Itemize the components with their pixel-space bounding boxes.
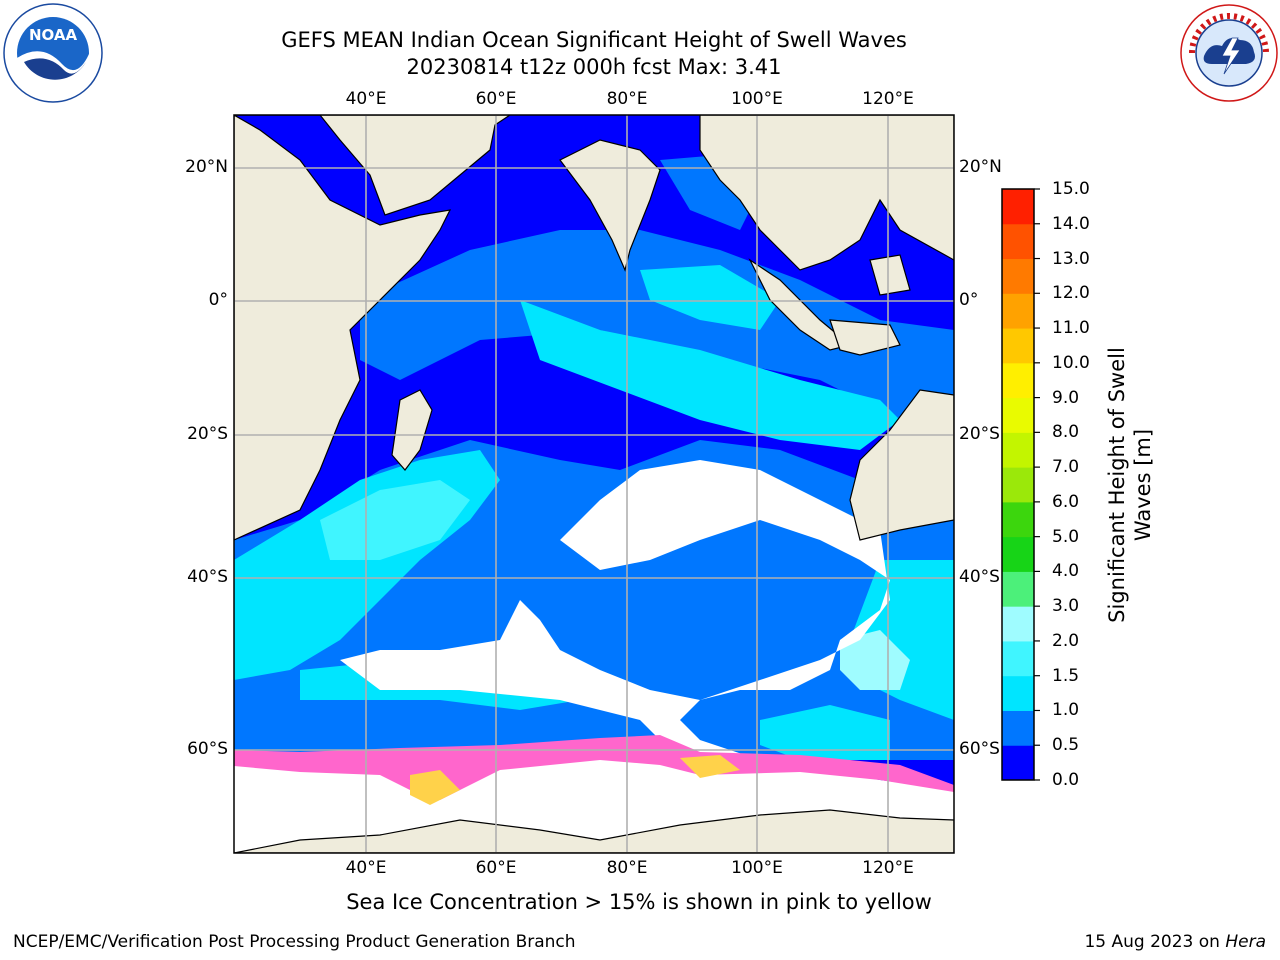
lon-tick-bottom: 80°E <box>606 858 648 878</box>
colorbar-level-label: 6.0 <box>1052 491 1080 512</box>
lat-tick-left: 20°S <box>187 424 228 444</box>
lon-tick-bottom: 120°E <box>862 858 914 878</box>
footer-branch: NCEP/EMC/Verification Post Processing Pr… <box>13 932 576 952</box>
map-title-line2: 20230814 t12z 000h fcst Max: 3.41 <box>406 55 782 79</box>
colorbar-swatch <box>1002 223 1034 260</box>
colorbar <box>1001 188 1040 781</box>
colorbar-level-label: 0.5 <box>1052 735 1080 756</box>
map-title-line1: GEFS MEAN Indian Ocean Significant Heigh… <box>281 28 907 52</box>
footer-host: Hera <box>1225 932 1266 952</box>
lat-tick-left: 0° <box>208 290 228 310</box>
colorbar-swatch <box>1002 293 1034 329</box>
colorbar-level-label: 1.0 <box>1052 700 1080 721</box>
lon-tick-top: 120°E <box>862 89 914 109</box>
colorbar-title-line2: Waves [m] <box>1131 428 1155 542</box>
colorbar-level-label: 8.0 <box>1052 422 1080 443</box>
colorbar-level-label: 14.0 <box>1052 213 1090 234</box>
footer-date: 15 Aug 2023 on Hera <box>1084 932 1266 952</box>
lon-tick-bottom: 100°E <box>731 858 783 878</box>
svg-text:NOAA: NOAA <box>29 26 78 44</box>
colorbar-swatch <box>1002 432 1034 468</box>
colorbar-swatch <box>1002 710 1034 746</box>
colorbar-level-label: 0.0 <box>1052 770 1080 790</box>
lon-tick-bottom: 40°E <box>345 858 387 878</box>
colorbar-level-label: 15.0 <box>1052 179 1090 199</box>
colorbar-level-label: 7.0 <box>1052 457 1080 478</box>
colorbar-level-label: 4.0 <box>1052 561 1080 582</box>
colorbar-swatch <box>1002 397 1034 433</box>
lon-tick-top: 100°E <box>731 89 783 109</box>
lat-tick-left: 20°N <box>185 157 228 177</box>
colorbar-level-label: 10.0 <box>1052 352 1090 373</box>
noaa-logo: NOAA <box>3 3 103 103</box>
colorbar-level-label: 13.0 <box>1052 248 1090 269</box>
lat-tick-right: 20°S <box>959 424 1000 444</box>
colorbar-swatch <box>1002 328 1034 364</box>
colorbar-level-label: 5.0 <box>1052 526 1080 547</box>
colorbar-swatch <box>1002 536 1034 572</box>
colorbar-swatch <box>1002 640 1034 677</box>
graticule <box>234 115 954 853</box>
lon-tick-top: 60°E <box>475 89 517 109</box>
lat-tick-left: 40°S <box>187 567 228 587</box>
sea-ice-note: Sea Ice Concentration > 15% is shown in … <box>346 890 932 914</box>
colorbar-level-label: 2.0 <box>1052 630 1080 651</box>
lon-tick-top: 80°E <box>606 89 648 109</box>
lat-tick-right: 0° <box>959 290 979 310</box>
colorbar-swatch <box>1002 606 1034 642</box>
lat-tick-right: 60°S <box>959 739 1000 759</box>
colorbar-level-label: 11.0 <box>1052 318 1090 339</box>
lat-tick-right: 40°S <box>959 567 1000 587</box>
nws-logo <box>1180 4 1278 102</box>
lon-tick-bottom: 60°E <box>475 858 517 878</box>
colorbar-level-label: 3.0 <box>1052 596 1080 617</box>
lat-tick-left: 60°S <box>187 739 228 759</box>
map-frame <box>233 114 955 854</box>
colorbar-swatch <box>1002 675 1034 711</box>
colorbar-swatch <box>1002 501 1034 538</box>
colorbar-level-label: 12.0 <box>1052 283 1090 304</box>
lat-tick-right: 20°N <box>959 157 1002 177</box>
colorbar-swatch <box>1002 571 1034 607</box>
lon-tick-top: 40°E <box>345 89 387 109</box>
colorbar-level-label: 9.0 <box>1052 387 1080 408</box>
colorbar-swatch <box>1002 362 1034 399</box>
colorbar-swatch <box>1002 745 1034 781</box>
colorbar-title-line1: Significant Height of Swell <box>1105 347 1129 623</box>
colorbar-level-label: 1.5 <box>1052 665 1080 686</box>
colorbar-swatch <box>1002 467 1034 503</box>
colorbar-swatch <box>1002 258 1034 294</box>
footer-date-text: 15 Aug 2023 on <box>1084 932 1226 952</box>
colorbar-swatch <box>1002 189 1034 225</box>
